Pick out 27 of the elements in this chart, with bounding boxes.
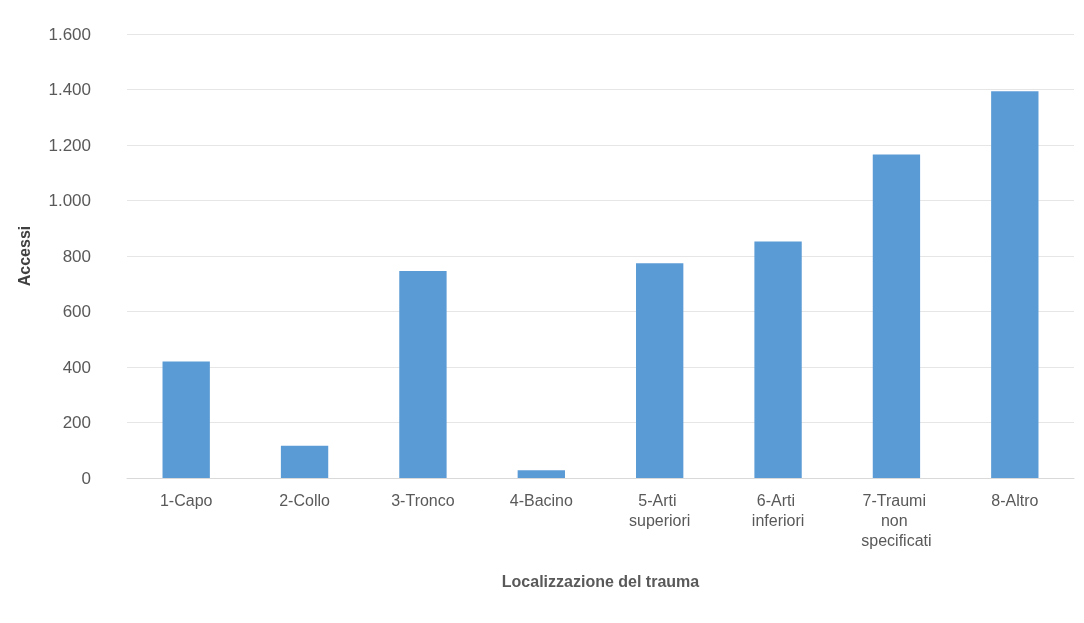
y-tick-label: 1.400: [48, 80, 91, 99]
bar: [754, 241, 802, 478]
y-tick-label: 600: [62, 302, 91, 321]
x-tick-label: 5-Arti superiori: [629, 491, 691, 529]
y-tick-label: 1.200: [48, 135, 91, 155]
x-tick-label: 4-Bacino: [509, 491, 573, 509]
x-tick-label: 2-Collo: [279, 491, 331, 509]
y-tick-label: 1.600: [48, 24, 91, 44]
x-axis-title: Localizzazione del trauma: [501, 572, 700, 590]
bar: [872, 154, 921, 478]
y-tick-label: 200: [62, 413, 91, 432]
y-tick-label: 400: [62, 357, 91, 377]
x-tick-label: 8-Altro: [991, 491, 1039, 509]
y-tick-label: 800: [62, 246, 91, 266]
x-tick-label: 6-Arti inferiori: [751, 491, 805, 529]
x-tick-label: 1-Capo: [159, 491, 213, 509]
x-tick-label: 7-Traumi non specificati: [861, 491, 932, 549]
y-tick-label: 0: [81, 468, 91, 488]
y-axis-title: Accessi: [15, 225, 33, 287]
bar: [517, 470, 565, 478]
bar: [162, 361, 210, 478]
bar: [280, 445, 329, 478]
y-tick-label: 1.000: [48, 191, 91, 210]
bar: [399, 270, 447, 478]
x-tick-label: 3-Tronco: [391, 491, 455, 509]
bar: [636, 263, 684, 478]
bar: [991, 91, 1039, 478]
